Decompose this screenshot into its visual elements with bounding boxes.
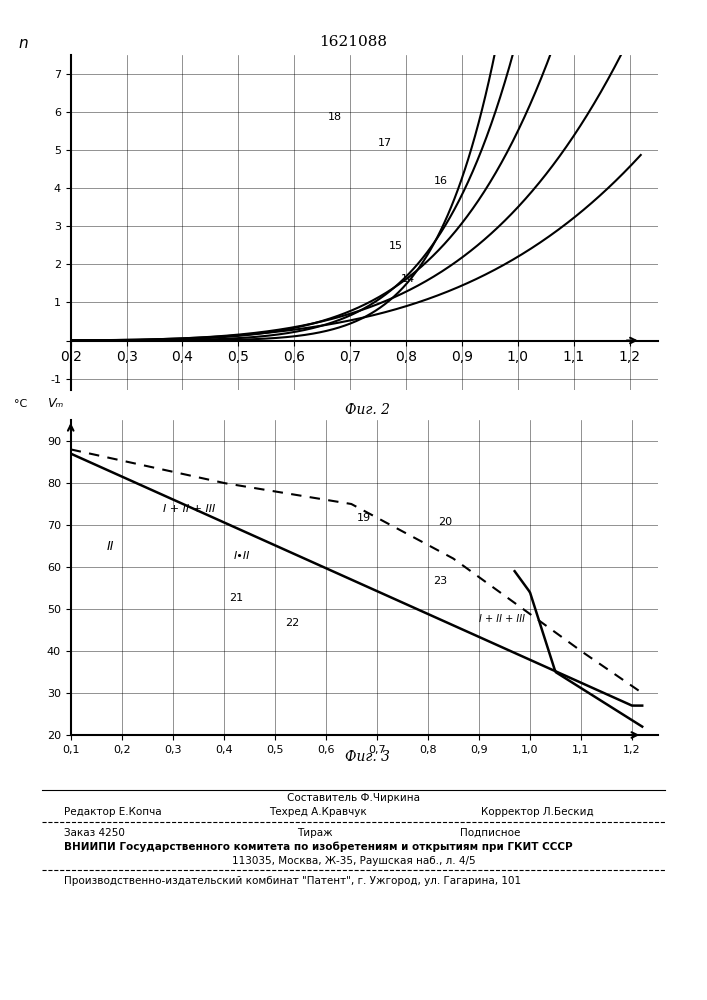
Text: 17: 17 xyxy=(378,138,392,148)
Text: 14: 14 xyxy=(400,274,414,284)
Text: Составитель Ф.Чиркина: Составитель Ф.Чиркина xyxy=(287,793,420,803)
Text: 22: 22 xyxy=(285,618,299,628)
Text: 113035, Москва, Ж-35, Раушская наб., л. 4/5: 113035, Москва, Ж-35, Раушская наб., л. … xyxy=(232,856,475,866)
Text: 16: 16 xyxy=(434,176,448,186)
Text: Vₘ: Vₘ xyxy=(47,397,64,410)
Text: Тираж: Тираж xyxy=(297,828,332,838)
Text: 1621088: 1621088 xyxy=(320,35,387,49)
Text: Фиг. 3: Фиг. 3 xyxy=(345,750,390,764)
Text: I•II: I•II xyxy=(234,551,250,561)
Text: 21: 21 xyxy=(229,593,243,603)
Text: Подписное: Подписное xyxy=(460,828,520,838)
Text: ВНИИПИ Государственного комитета по изобретениям и открытиям при ГКИТ СССР: ВНИИПИ Государственного комитета по изоб… xyxy=(64,842,572,852)
Text: II: II xyxy=(107,540,114,553)
Text: Корректор Л.Бескид: Корректор Л.Бескид xyxy=(481,807,593,817)
Text: 23: 23 xyxy=(433,576,447,586)
Text: I + II + III: I + II + III xyxy=(479,614,525,624)
Text: Производственно-издательский комбинат "Патент", г. Ужгород, ул. Гагарина, 101: Производственно-издательский комбинат "П… xyxy=(64,876,521,886)
Text: 20: 20 xyxy=(438,517,452,527)
Text: I + II + III: I + II + III xyxy=(163,504,215,514)
Text: 19: 19 xyxy=(356,513,370,523)
Text: n: n xyxy=(19,36,28,51)
Text: 15: 15 xyxy=(390,241,403,251)
Text: °C: °C xyxy=(14,399,28,409)
Text: Техред А.Кравчук: Техред А.Кравчук xyxy=(269,807,366,817)
Text: 18: 18 xyxy=(328,112,342,122)
Text: Заказ 4250: Заказ 4250 xyxy=(64,828,124,838)
Text: Фиг. 2: Фиг. 2 xyxy=(345,403,390,417)
Text: Редактор Е.Копча: Редактор Е.Копча xyxy=(64,807,161,817)
